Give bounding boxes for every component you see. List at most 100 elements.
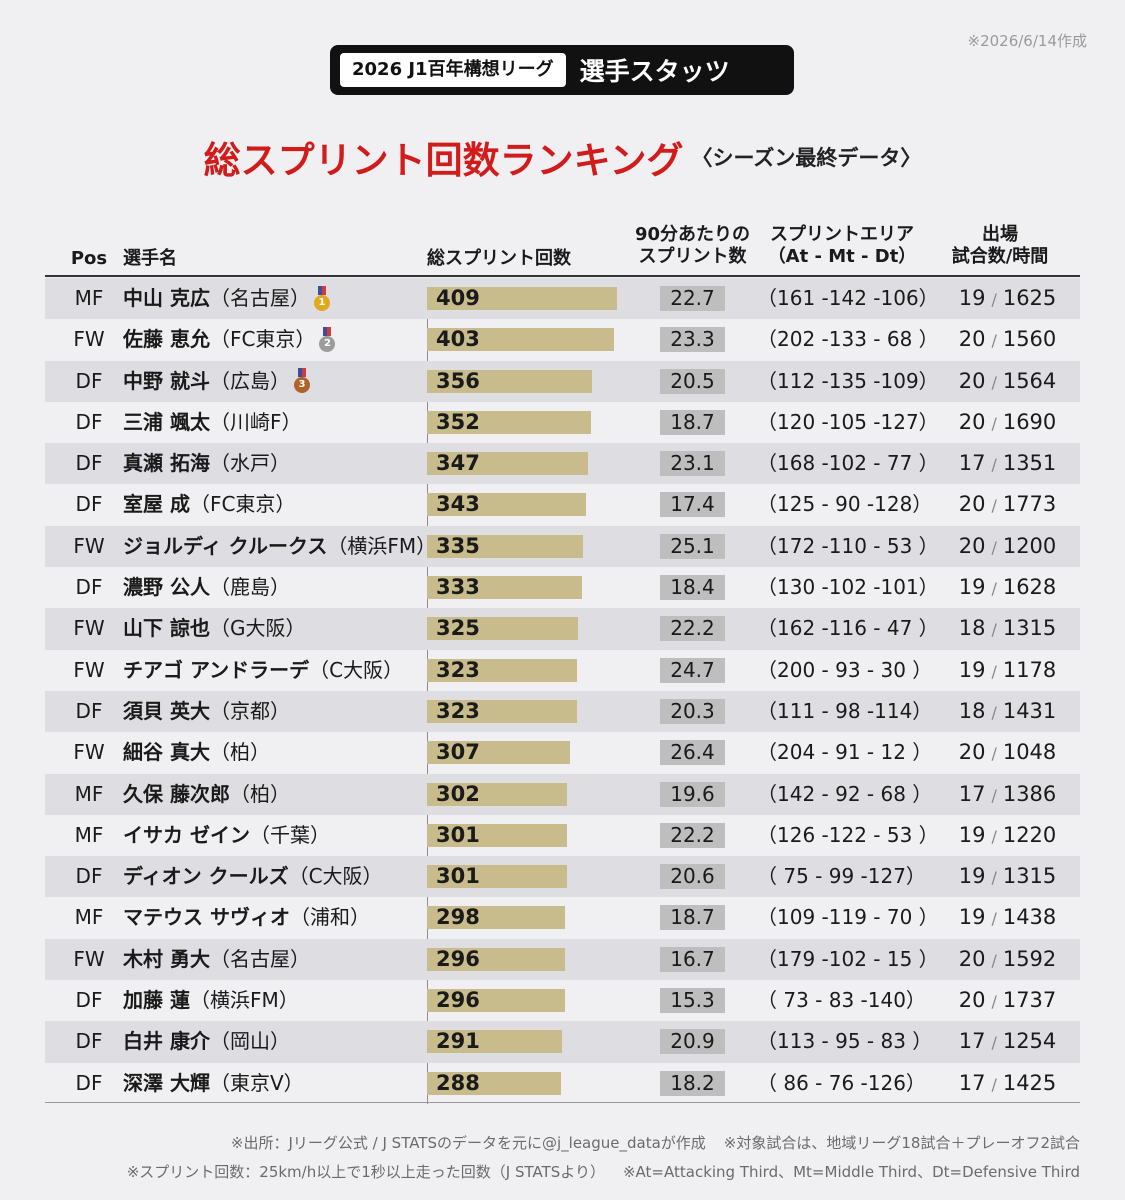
per90-cell: 26.4 — [660, 732, 725, 773]
apps-separator: / — [991, 661, 997, 681]
per90-cell: 15.3 — [660, 980, 725, 1021]
minutes-played: 1200 — [1002, 533, 1057, 558]
minutes-played: 1178 — [1002, 657, 1057, 682]
table-row: DF 深澤 大輝（東京V） 288 18.2 （ 86 - 76 -126） 1… — [45, 1063, 1080, 1104]
apps-separator: / — [991, 744, 997, 764]
per90-cell: 22.7 — [660, 278, 725, 319]
header-per90-line1: 90分あたりの — [634, 224, 751, 245]
sprint-area-value: （202 -133 - 68 ） — [757, 327, 939, 352]
per90-value: 16.7 — [660, 946, 725, 972]
player-team: （横浜FM） — [327, 533, 437, 558]
apps-separator: / — [991, 579, 997, 599]
player-position: DF — [75, 1029, 103, 1054]
sprint-area-value: （125 - 90 -128） — [757, 492, 933, 517]
player-cell: マテウス サヴィオ（浦和） — [123, 897, 370, 938]
ranking-title: 総スプリント回数ランキング — [203, 139, 684, 182]
total-sprints-value: 356 — [436, 368, 480, 393]
total-sprints-bar — [427, 782, 568, 806]
per90-value: 23.3 — [660, 327, 725, 353]
player-position: DF — [75, 368, 103, 393]
games-played: 20 — [958, 946, 986, 971]
appearances-cell: 20/1773 — [935, 484, 1080, 525]
player-cell: 濃野 公人（鹿島） — [123, 567, 290, 608]
total-sprints-cell: 288 — [427, 1063, 627, 1104]
per90-cell: 24.7 — [660, 650, 725, 691]
games-played: 17 — [958, 1029, 986, 1054]
ranking-table: MF 中山 克広（名古屋） 1 409 22.7 （161 -142 -106） … — [45, 278, 1080, 1104]
player-position: FW — [73, 740, 105, 765]
stats-label: 選手スタッツ — [579, 57, 730, 86]
per90-value: 17.4 — [660, 492, 725, 518]
player-cell: 須貝 英大（京都） — [123, 691, 290, 732]
games-played: 20 — [958, 327, 986, 352]
per90-value: 18.4 — [660, 575, 725, 601]
appearances-cell: 19/1315 — [935, 856, 1080, 897]
apps-separator: / — [991, 909, 997, 929]
player-name: 白井 康介 — [123, 1029, 210, 1054]
player-cell: 山下 諒也（G大阪） — [123, 608, 305, 649]
total-sprints-value: 409 — [436, 286, 480, 310]
player-position: MF — [74, 822, 104, 847]
table-row: DF 中野 就斗（広島） 3 356 20.5 （112 -135 -109） 2… — [45, 360, 1080, 402]
appearances-cell: 17/1254 — [935, 1021, 1080, 1062]
player-cell: 白井 康介（岡山） — [123, 1021, 290, 1062]
per90-cell: 20.5 — [660, 361, 725, 402]
footnote-sprint-definition: ※スプリント回数：25km/h以上で1秒以上走った回数（J STATSより） — [126, 1163, 605, 1181]
per90-cell: 23.3 — [660, 319, 725, 360]
player-cell: 深澤 大輝（東京V） — [123, 1063, 304, 1104]
minutes-played: 1386 — [1002, 781, 1057, 806]
total-sprints-value: 301 — [436, 864, 480, 889]
apps-separator: / — [991, 785, 997, 805]
player-position: FW — [73, 946, 105, 971]
total-sprints-value: 352 — [436, 409, 480, 434]
apps-separator: / — [991, 413, 997, 433]
per90-value: 24.7 — [660, 657, 725, 683]
total-sprints-cell: 333 — [427, 567, 627, 608]
per90-value: 15.3 — [660, 988, 725, 1014]
player-position: DF — [75, 451, 103, 476]
player-cell: チアゴ アンドラーデ（C大阪） — [123, 650, 403, 691]
table-row: MF 中山 克広（名古屋） 1 409 22.7 （161 -142 -106） … — [45, 278, 1080, 320]
total-sprints-cell: 323 — [427, 650, 627, 691]
player-team: （名古屋） — [209, 286, 310, 310]
per90-cell: 16.7 — [660, 939, 725, 980]
per90-cell: 23.1 — [660, 443, 725, 484]
games-played: 20 — [958, 409, 986, 434]
total-sprints-bar — [427, 369, 593, 393]
player-cell: 木村 勇大（名古屋） — [123, 939, 310, 980]
appearances-cell: 19/1220 — [935, 815, 1080, 856]
player-position: DF — [75, 864, 103, 889]
total-sprints-cell: 307 — [427, 732, 627, 773]
player-cell: 加藤 蓮（横浜FM） — [123, 980, 299, 1021]
creation-date-note: ※2026/6/14作成 — [967, 32, 1087, 50]
apps-separator: / — [991, 950, 997, 970]
header-appearances: 出場 試合数/時間 — [935, 224, 1065, 268]
player-cell: ジョルディ クルークス（横浜FM） — [123, 526, 436, 567]
per90-value: 18.2 — [660, 1070, 725, 1096]
silver-medal-icon: 2 — [319, 326, 336, 352]
minutes-played: 1220 — [1002, 822, 1057, 847]
header-divider — [45, 275, 1080, 277]
total-sprints-cell: 325 — [427, 608, 627, 649]
total-sprints-cell: 296 — [427, 980, 627, 1021]
appearances-cell: 19 / 1625 — [935, 278, 1080, 319]
table-row: DF ディオン クールズ（C大阪） 301 20.6 （ 75 - 99 -12… — [45, 856, 1080, 898]
footnote-source: ※出所：Jリーグ公式 / J STATSのデータを元に@j_league_dat… — [230, 1134, 706, 1152]
total-sprints-cell: 296 — [427, 939, 627, 980]
games-played: 19 — [958, 822, 986, 847]
table-row: FW チアゴ アンドラーデ（C大阪） 323 24.7 （200 - 93 - … — [45, 650, 1080, 691]
sprint-area-value: （172 -110 - 53 ） — [757, 533, 939, 558]
player-cell: 佐藤 恵允（FC東京） 2 — [123, 319, 336, 360]
apps-separator: / — [991, 826, 997, 846]
table-row: DF 加藤 蓮（横浜FM） 296 15.3 （ 73 - 83 -140） 2… — [45, 980, 1080, 1021]
table-row: DF 濃野 公人（鹿島） 333 18.4 （130 -102 -101） 19… — [45, 567, 1080, 608]
player-team: （東京V） — [209, 1070, 304, 1095]
player-team: （京都） — [209, 698, 290, 723]
sprint-area-value: （168 -102 - 77 ） — [757, 451, 939, 476]
sprint-area-value: （109 -119 - 70 ） — [757, 905, 939, 930]
player-team: （柏） — [229, 781, 290, 806]
total-sprints-bar — [427, 328, 615, 352]
player-position: FW — [73, 327, 105, 352]
total-sprints-bar — [427, 452, 589, 476]
total-sprints-cell: 409 — [427, 278, 627, 319]
